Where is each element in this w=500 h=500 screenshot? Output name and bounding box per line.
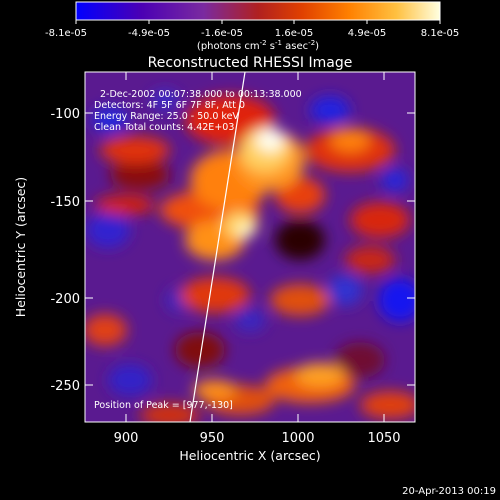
x-tick-label: 1050: [367, 431, 400, 446]
colorbar-ticks: [75, 20, 441, 24]
colorbar-tick-label: 1.6e-05: [275, 28, 313, 39]
info-line: Clean Total counts: 4.42E+03: [94, 122, 234, 133]
solar-map-image: [85, 72, 415, 422]
info-line: 2-Dec-2002 00:07:38.000 to 00:13:38.000: [100, 89, 302, 100]
y-tick-label: -250: [50, 379, 80, 394]
colorbar-tick-label: 8.1e-05: [421, 28, 459, 39]
colorbar: [75, 1, 441, 21]
colorbar-unit: (photons cm-2 s-1 asec-2): [197, 39, 319, 52]
x-axis-label: Heliocentric X (arcsec): [179, 448, 320, 463]
info-line: Energy Range: 25.0 - 50.0 keV: [94, 111, 239, 122]
x-axis-ticks: [125, 72, 385, 422]
x-tick-label: 950: [200, 431, 225, 446]
colorbar-tick-label: -1.6e-05: [201, 28, 243, 39]
y-axis-label: Heliocentric Y (arcsec): [13, 177, 28, 317]
y-tick-label: -200: [50, 292, 80, 307]
y-tick-label: -100: [50, 107, 80, 122]
colorbar-tick-label: 4.9e-05: [348, 28, 386, 39]
info-line: Detectors: 4F 5F 6F 7F 8F, Att 0: [94, 100, 245, 111]
colorbar-tick-label: -4.9e-05: [128, 28, 170, 39]
plot-frame: [84, 71, 416, 423]
y-tick-label: -150: [50, 195, 80, 210]
x-tick-label: 900: [114, 431, 139, 446]
footer-timestamp: 20-Apr-2013 00:19: [402, 486, 496, 497]
y-axis-ticks: [85, 112, 415, 386]
solar-limb-line: [189, 72, 246, 422]
plot-title: Reconstructed RHESSI Image: [148, 55, 353, 71]
colorbar-tick-label: -8.1e-05: [45, 28, 87, 39]
x-tick-label: 1000: [281, 431, 314, 446]
peak-position-label: Position of Peak = [977,-130]: [94, 400, 233, 411]
